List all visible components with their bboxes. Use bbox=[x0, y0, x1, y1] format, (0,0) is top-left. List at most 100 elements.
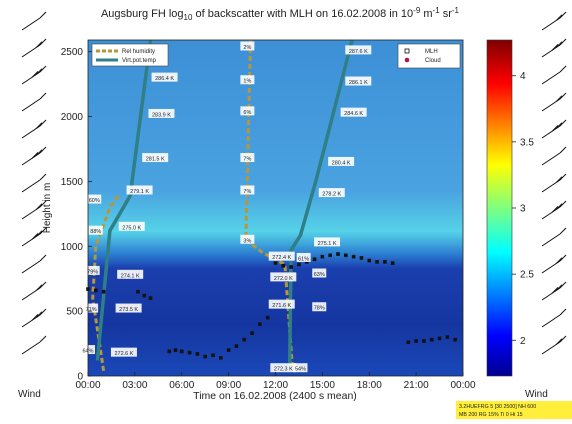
annotation: 272.6 K bbox=[114, 351, 133, 357]
wind-barb-flag bbox=[559, 11, 567, 19]
mlh-point bbox=[167, 349, 172, 354]
wind-barb bbox=[541, 119, 567, 139]
wind-barb-flag bbox=[559, 308, 567, 316]
wind-label-left: Wind bbox=[18, 389, 41, 400]
wind-barb bbox=[541, 200, 567, 220]
wind-barb-flag bbox=[39, 173, 47, 181]
wind-barb-flag bbox=[39, 38, 47, 46]
annotation-box bbox=[117, 269, 144, 279]
title-part: -9 bbox=[413, 6, 421, 15]
annotation: 271.6 K bbox=[272, 303, 291, 309]
legend-box bbox=[397, 43, 461, 69]
mlh-point bbox=[265, 315, 270, 320]
x-tick-label: 21:00 bbox=[404, 380, 429, 391]
wind-barb-flag bbox=[559, 38, 567, 46]
x-tick-label: 09:00 bbox=[216, 380, 241, 391]
wind-barb bbox=[541, 38, 567, 58]
annotation-box bbox=[314, 237, 341, 247]
colorbar-tick-label: 3 bbox=[520, 204, 526, 215]
colorbar-tick-label: 4 bbox=[520, 71, 526, 82]
wind-barb-flag bbox=[35, 122, 43, 130]
x-tick-label: 00:00 bbox=[75, 380, 100, 391]
wind-barb-flag bbox=[39, 65, 47, 73]
legend-label: MLH bbox=[425, 49, 438, 55]
mlh-point bbox=[328, 253, 332, 258]
wind-barb bbox=[21, 11, 47, 31]
annotation: 286.4 K bbox=[155, 76, 174, 82]
y-tick-label: 0 bbox=[77, 372, 83, 383]
wind-barb-flag bbox=[559, 254, 567, 262]
annotation: 275.0 K bbox=[122, 225, 141, 231]
info-box bbox=[456, 401, 572, 419]
mlh-point bbox=[437, 336, 442, 341]
y-tick-label: 2000 bbox=[61, 112, 84, 123]
annotation: 275.1 K bbox=[318, 241, 337, 247]
annotation-box bbox=[148, 108, 175, 118]
wind-barb-staff bbox=[21, 260, 41, 274]
annotation: 284.6 K bbox=[344, 111, 363, 117]
title-part: 10 bbox=[184, 13, 193, 22]
mlh-point bbox=[273, 261, 278, 265]
mlh-point bbox=[429, 337, 434, 342]
annotation: 274.1 K bbox=[121, 273, 140, 279]
mlh-point bbox=[179, 349, 184, 354]
mlh-point bbox=[148, 296, 153, 300]
wind-barb-flag bbox=[39, 281, 47, 289]
wind-barb-flag bbox=[39, 335, 47, 343]
colorbar-tick-label: 3.5 bbox=[520, 137, 534, 148]
info-line: MB 200 RG 15% Ti 0 Hi 15 bbox=[459, 412, 523, 418]
y-tick-label: 1000 bbox=[61, 242, 84, 253]
info-line: 3.2HUEFRG 5 [30 2500] NH 600 bbox=[459, 404, 536, 410]
annotation-box bbox=[312, 268, 327, 278]
wind-barb-flag bbox=[39, 227, 47, 235]
wind-barb bbox=[541, 92, 567, 112]
wind-barb-flag bbox=[39, 146, 47, 154]
mlh-point bbox=[351, 254, 356, 259]
wind-barb-flag bbox=[35, 203, 43, 211]
wind-barb-staff bbox=[21, 341, 41, 355]
annotation: 3% bbox=[243, 238, 251, 244]
mlh-point bbox=[101, 289, 106, 294]
wind-barb-flag bbox=[35, 311, 43, 319]
wind-barb-flag bbox=[39, 119, 47, 127]
wind-barb-flag bbox=[551, 206, 559, 213]
annotation-box bbox=[296, 252, 311, 262]
wind-barb-flag bbox=[31, 314, 39, 321]
wind-barb-flag bbox=[559, 173, 567, 181]
annotation-box bbox=[240, 106, 255, 116]
mlh-point bbox=[344, 253, 348, 258]
x-tick-label: 18:00 bbox=[357, 380, 382, 391]
wind-barb bbox=[541, 335, 567, 355]
wind-barb bbox=[21, 200, 47, 220]
wind-barb bbox=[541, 65, 567, 85]
mlh-point bbox=[234, 344, 239, 348]
x-tick-label: 12:00 bbox=[263, 380, 288, 391]
wind-barb-flag bbox=[551, 44, 559, 51]
wind-barb-flag bbox=[555, 122, 563, 130]
wind-barb bbox=[21, 173, 47, 193]
wind-barb-flag bbox=[551, 125, 559, 132]
wind-barb bbox=[541, 308, 567, 328]
wind-barb-flag bbox=[555, 41, 563, 49]
annotation-box bbox=[268, 251, 295, 261]
annotation: 279.1 K bbox=[130, 189, 149, 195]
mlh-point bbox=[187, 350, 192, 355]
title-part: -1 bbox=[433, 6, 441, 15]
wind-barb-staff bbox=[541, 233, 561, 247]
mlh-point bbox=[242, 337, 247, 342]
mlh-point bbox=[383, 260, 387, 264]
mlh-point bbox=[297, 262, 301, 267]
title-part: sr bbox=[440, 8, 453, 20]
annotation: 61% bbox=[298, 256, 309, 262]
wind-barb-flag bbox=[31, 233, 39, 240]
wind-label-right: Wind bbox=[525, 389, 548, 400]
colorbar-tick-label: 2 bbox=[520, 336, 526, 347]
wind-barb-flag bbox=[559, 119, 567, 127]
annotation: 54% bbox=[295, 367, 306, 373]
wind-barb-flag bbox=[555, 257, 563, 265]
wind-barb bbox=[541, 146, 567, 166]
annotation: 60% bbox=[89, 198, 100, 204]
y-axis-label: Height in m bbox=[42, 183, 53, 234]
